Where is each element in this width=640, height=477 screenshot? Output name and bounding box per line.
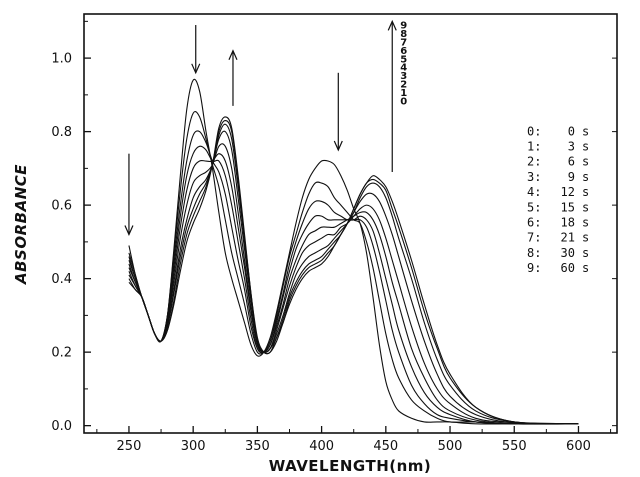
legend-index: 4: — [527, 185, 541, 199]
series-line-6 — [128, 130, 579, 425]
y-axis-ticks: 0.0 0.2 0.4 0.6 0.8 1.0 — [51, 20, 617, 434]
arrow-head-down — [124, 225, 134, 237]
curve-order-label: 8 — [400, 29, 407, 40]
y-tick-label: 0.8 — [51, 125, 72, 140]
y-axis-title: ABSORBANCE — [12, 164, 30, 285]
legend-time: 3 — [568, 139, 575, 153]
series-line-1 — [128, 111, 579, 425]
arrow-head-down — [333, 140, 343, 152]
x-tick-label: 400 — [309, 439, 334, 454]
legend-unit: s — [582, 139, 589, 153]
x-tick-label: 250 — [117, 439, 142, 454]
legend-row: 9: 60 s — [527, 261, 589, 275]
legend-time: 30 — [561, 246, 575, 260]
arrow-head-down — [191, 63, 201, 75]
legend-time: 9 — [568, 170, 575, 184]
y-tick-label: 1.0 — [51, 52, 72, 67]
legend-index: 3: — [527, 170, 541, 184]
legend-unit: s — [582, 170, 589, 184]
x-tick-label: 600 — [566, 439, 591, 454]
legend-unit: s — [582, 261, 589, 275]
x-tick-label: 350 — [245, 439, 270, 454]
curve-order-label: 4 — [400, 63, 407, 74]
legend-time: 21 — [561, 231, 575, 245]
legend-unit: s — [582, 215, 589, 229]
x-tick-label: 500 — [438, 439, 463, 454]
legend-row: 6: 18 s — [527, 215, 589, 229]
series-line-3 — [128, 145, 579, 425]
x-tick-label: 450 — [373, 439, 398, 454]
series-line-5 — [128, 143, 579, 425]
x-tick-label: 300 — [181, 439, 206, 454]
legend-index: 0: — [527, 124, 541, 138]
series-line-4 — [128, 153, 579, 425]
curve-order-label: 6 — [400, 46, 407, 57]
legend-unit: s — [582, 185, 589, 199]
series-line-2 — [128, 130, 579, 425]
curve-order-label: 9 — [400, 21, 407, 32]
curve-order-label: 5 — [400, 54, 407, 65]
legend-index: 1: — [527, 139, 541, 153]
time-legend: 0: 0 s1: 3 s2: 6 s3: 9 s4: 12 s5: 15 s6: 18 s7: 21 s8: 30… — [527, 124, 589, 275]
legend-row: 1: 3 s — [527, 139, 589, 153]
legend-index: 9: — [527, 261, 541, 275]
arrow-head-up — [387, 19, 397, 31]
legend-unit: s — [582, 124, 589, 138]
series-line-9 — [128, 116, 579, 425]
curve-order-label: 3 — [400, 71, 407, 82]
x-axis-ticks: 250 300 350 400 450 500 550 600 — [96, 426, 612, 454]
legend-time: 60 — [561, 261, 575, 275]
legend-time: 18 — [561, 215, 575, 229]
legend-time: 0 — [568, 124, 575, 138]
y-tick-label: 0.2 — [51, 346, 72, 361]
legend-row: 8: 30 s — [527, 246, 589, 260]
series-line-7 — [128, 123, 579, 425]
legend-time: 15 — [561, 200, 575, 214]
legend-row: 0: 0 s — [527, 124, 589, 138]
spectra-series — [128, 78, 579, 425]
legend-unit: s — [582, 155, 589, 169]
legend-row: 3: 9 s — [527, 170, 589, 184]
y-tick-label: 0.6 — [51, 199, 72, 214]
legend-time: 6 — [568, 155, 575, 169]
curve-order-label: 2 — [400, 80, 407, 91]
y-tick-label: 0.4 — [51, 272, 72, 287]
legend-row: 4: 12 s — [527, 185, 589, 199]
curve-order-label: 0 — [400, 96, 407, 107]
x-tick-label: 550 — [502, 439, 527, 454]
y-tick-label: 0.0 — [51, 419, 72, 434]
legend-row: 2: 6 s — [527, 155, 589, 169]
legend-row: 7: 21 s — [527, 231, 589, 245]
legend-index: 5: — [527, 200, 541, 214]
legend-unit: s — [582, 246, 589, 260]
curve-order-label: 1 — [400, 88, 407, 99]
curve-order-label: 7 — [400, 38, 407, 49]
series-line-8 — [128, 120, 579, 425]
change-arrows — [124, 19, 397, 237]
series-line-0 — [128, 78, 579, 425]
legend-index: 8: — [527, 246, 541, 260]
legend-unit: s — [582, 200, 589, 214]
plot-frame — [83, 13, 618, 434]
legend-row: 5: 15 s — [527, 200, 589, 214]
legend-time: 12 — [561, 185, 575, 199]
legend-unit: s — [582, 231, 589, 245]
arrow-head-up — [228, 49, 238, 60]
x-axis-title: WAVELENGTH(nm) — [269, 457, 432, 475]
legend-index: 2: — [527, 155, 541, 169]
legend-index: 6: — [527, 215, 541, 229]
legend-index: 7: — [527, 231, 541, 245]
